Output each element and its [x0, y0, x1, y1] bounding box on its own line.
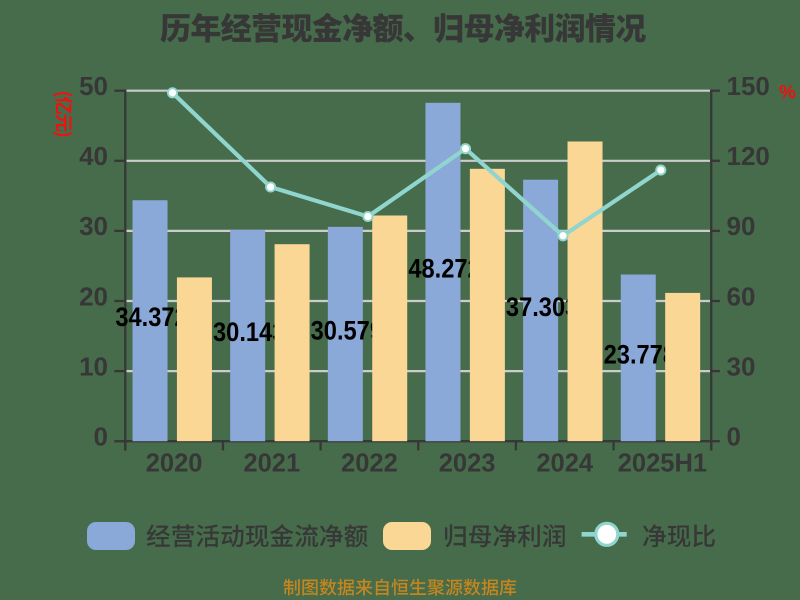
svg-text:120: 120	[727, 141, 770, 171]
svg-text:40: 40	[79, 141, 108, 171]
svg-text:30.579: 30.579	[311, 316, 383, 346]
svg-text:20: 20	[79, 281, 108, 311]
svg-text:10: 10	[79, 351, 108, 381]
svg-text:48.272: 48.272	[408, 254, 480, 284]
svg-text:90: 90	[727, 211, 756, 241]
svg-text:30.143: 30.143	[213, 318, 285, 348]
svg-text:2022: 2022	[341, 450, 398, 478]
svg-text:%: %	[779, 82, 796, 103]
svg-text:2024: 2024	[536, 450, 594, 478]
svg-text:0: 0	[94, 422, 108, 452]
svg-text:30: 30	[727, 351, 756, 381]
svg-text:0: 0	[727, 422, 741, 452]
svg-text:30: 30	[79, 211, 108, 241]
svg-text:60: 60	[727, 281, 756, 311]
svg-text:2021: 2021	[243, 450, 300, 478]
svg-text:50: 50	[79, 71, 108, 101]
svg-text:23.778: 23.778	[604, 340, 676, 370]
svg-text:2025H1: 2025H1	[618, 450, 707, 478]
svg-text:34.372: 34.372	[115, 303, 187, 333]
svg-text:37.303: 37.303	[506, 293, 578, 323]
svg-text:2020: 2020	[146, 450, 203, 478]
svg-text:150: 150	[727, 71, 770, 101]
svg-text:2023: 2023	[439, 450, 496, 478]
